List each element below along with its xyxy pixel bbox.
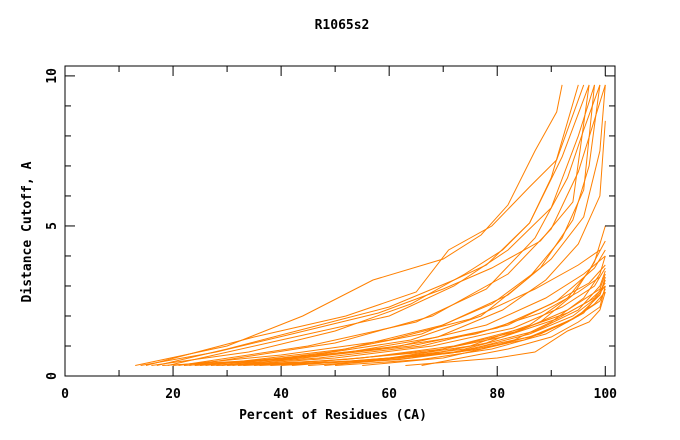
x-tick-label: 20 (165, 387, 181, 402)
series-line-22 (335, 285, 606, 366)
series-layer (135, 84, 606, 366)
y-tick-label: 0 (45, 372, 60, 380)
series-line-5 (178, 84, 601, 366)
series-line-13 (227, 267, 606, 366)
series-line-4 (167, 84, 595, 366)
series-line-32 (362, 255, 606, 366)
series-line-25 (421, 285, 606, 366)
x-tick-label: 100 (594, 387, 618, 402)
series-line-7 (140, 84, 590, 366)
chart-title: R1065s2 (315, 18, 370, 33)
x-tick-label: 0 (61, 387, 69, 402)
series-line-19 (281, 270, 606, 366)
series-line-2 (145, 84, 585, 366)
series-line-1 (135, 84, 563, 366)
y-axis-label: Distance Cutoff, A (20, 161, 35, 302)
series-line-21 (308, 276, 606, 366)
y-tick-label: 5 (45, 222, 60, 230)
series-line-6 (189, 84, 606, 366)
series-line-31 (324, 225, 606, 366)
x-tick-label: 40 (273, 387, 289, 402)
x-tick-label: 60 (381, 387, 397, 402)
series-line-28 (232, 120, 606, 366)
x-axis-label: Percent of Residues (CA) (239, 408, 427, 423)
series-line-12 (210, 249, 606, 366)
plot-frame (64, 65, 616, 377)
series-line-29 (151, 84, 579, 366)
y-tick-label: 10 (45, 68, 60, 84)
series-line-9 (173, 249, 601, 366)
x-tick-label: 80 (489, 387, 505, 402)
tick-layer: 0 20 40 60 80 100 0 5 10 (45, 66, 617, 402)
series-line-10 (183, 255, 606, 366)
series-line-24 (405, 291, 606, 366)
series-line-27 (221, 84, 601, 366)
